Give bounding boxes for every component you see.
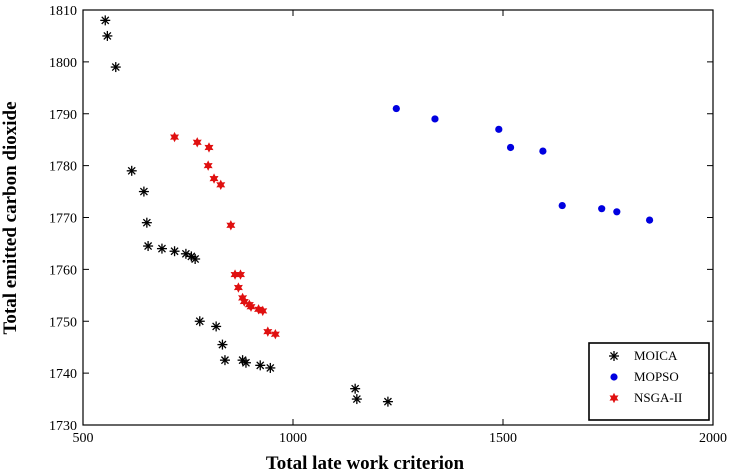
data-point	[190, 254, 201, 264]
legend-label: NSGA-II	[634, 390, 682, 405]
legend: MOICA MOPSO NSGA-II	[588, 342, 710, 421]
data-point	[240, 357, 251, 368]
data-point	[156, 243, 167, 254]
x-tick-label: 1000	[279, 431, 307, 446]
y-tick-label: 1740	[49, 367, 77, 382]
data-point	[254, 304, 264, 315]
data-point	[211, 321, 222, 332]
data-point	[239, 296, 249, 307]
data-point	[138, 186, 149, 197]
data-point	[226, 220, 236, 231]
legend-marker-moica	[609, 351, 619, 361]
axis-ticks	[82, 9, 714, 426]
data-point	[236, 269, 245, 280]
y-axis-title: Total emitted carbon dioxide	[0, 101, 21, 334]
tick-labels: 500 1000 1500 2000 1730 1740 1750 1760 1770 1780 1…	[49, 4, 727, 446]
data-point	[170, 131, 180, 143]
legend-marker-mopso	[610, 373, 618, 381]
data-point	[246, 301, 256, 312]
data-point	[141, 217, 152, 228]
series-moica	[100, 15, 393, 407]
data-point	[258, 305, 268, 317]
data-point	[351, 394, 362, 405]
data-point	[219, 355, 230, 366]
data-point	[558, 201, 566, 210]
data-points	[100, 15, 654, 407]
x-tick-label: 500	[73, 431, 94, 446]
legend-marker-nsga-ii	[609, 392, 619, 404]
y-tick-label: 1730	[49, 419, 77, 434]
data-point	[126, 165, 137, 176]
y-tick-label: 1750	[49, 315, 77, 330]
data-point	[382, 396, 393, 407]
data-point	[230, 269, 240, 280]
data-point	[598, 205, 606, 213]
data-point	[169, 246, 180, 257]
data-point	[263, 326, 273, 337]
series-mopso	[392, 104, 654, 224]
data-point	[203, 160, 213, 171]
data-point	[613, 208, 621, 216]
data-point	[100, 15, 111, 26]
data-point	[238, 292, 248, 304]
data-point	[392, 104, 400, 113]
data-point	[539, 147, 547, 155]
data-point	[102, 30, 113, 41]
data-point	[209, 173, 219, 184]
data-point	[350, 383, 361, 394]
x-tick-label: 2000	[699, 431, 727, 446]
x-axis-title: Total late work criterion	[266, 453, 465, 472]
data-point	[431, 115, 439, 123]
x-tick-label: 1500	[489, 431, 517, 446]
data-point	[143, 241, 154, 252]
y-tick-label: 1800	[49, 56, 77, 71]
data-point	[217, 339, 228, 350]
y-tick-label: 1770	[49, 212, 77, 227]
data-point	[194, 316, 205, 327]
data-point	[110, 62, 121, 73]
legend-label: MOPSO	[634, 369, 679, 384]
data-point	[255, 360, 266, 371]
data-point	[506, 143, 515, 152]
y-tick-label: 1760	[49, 263, 77, 278]
data-point	[270, 329, 280, 340]
data-point	[233, 282, 243, 293]
data-point	[265, 362, 276, 373]
legend-label: MOICA	[634, 348, 678, 363]
data-point	[216, 179, 226, 191]
data-point	[645, 216, 654, 224]
data-point	[495, 125, 503, 133]
data-point	[204, 142, 214, 153]
y-tick-label: 1790	[49, 108, 77, 123]
y-tick-label: 1810	[49, 4, 77, 19]
y-tick-label: 1780	[49, 160, 77, 175]
series-nsga-ii	[170, 131, 280, 340]
data-point	[192, 137, 202, 148]
